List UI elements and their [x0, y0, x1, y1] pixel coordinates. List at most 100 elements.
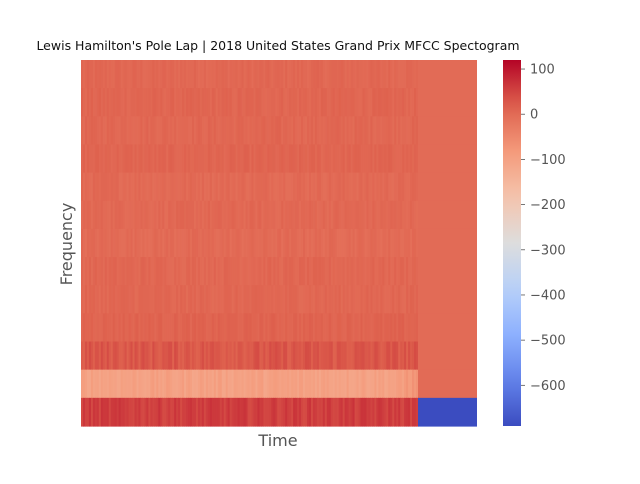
heatmap-cell — [406, 228, 409, 258]
heatmap-cell — [299, 313, 302, 343]
heatmap-cell — [372, 116, 375, 146]
heatmap-cell — [170, 144, 173, 174]
heatmap-cell — [253, 369, 257, 399]
heatmap-cell — [229, 60, 233, 89]
heatmap-cell — [414, 341, 417, 371]
heatmap-cell — [160, 200, 163, 230]
heatmap-cell — [283, 341, 286, 371]
heatmap-cell — [346, 257, 350, 286]
heatmap-cell — [82, 200, 86, 230]
heatmap-cell — [128, 257, 132, 286]
heatmap-cell — [90, 285, 94, 314]
heatmap-cell — [376, 341, 379, 371]
heatmap-cell — [150, 285, 153, 314]
heatmap-cell — [136, 313, 140, 343]
heatmap-cell — [382, 313, 385, 343]
heatmap-cell — [229, 88, 233, 117]
heatmap-cell — [303, 397, 306, 427]
heatmap-cell — [110, 257, 114, 286]
heatmap-cell — [255, 285, 259, 314]
heatmap-cell — [281, 257, 284, 286]
heatmap-cell — [267, 116, 270, 146]
heatmap-cell — [211, 313, 215, 343]
heatmap-cell — [352, 369, 356, 399]
heatmap-cell — [108, 257, 112, 286]
heatmap-cell — [402, 369, 405, 399]
heatmap-cell — [134, 60, 138, 89]
heatmap-cell — [108, 285, 112, 314]
heatmap-cell — [354, 60, 358, 89]
heatmap-cell — [356, 369, 360, 399]
heatmap-cell — [174, 341, 177, 371]
heatmap-cell — [372, 200, 375, 230]
heatmap-cell — [257, 88, 261, 117]
heatmap-cell — [384, 341, 387, 371]
heatmap-cell — [291, 313, 294, 343]
heatmap-cell — [154, 144, 157, 174]
heatmap-cell — [104, 369, 108, 399]
heatmap-cell — [158, 60, 161, 89]
heatmap-cell — [306, 313, 310, 343]
heatmap-cell — [301, 88, 304, 117]
heatmap-cell — [305, 397, 308, 427]
heatmap-cell — [213, 144, 217, 174]
heatmap-cell — [271, 144, 274, 174]
heatmap-cell — [306, 397, 310, 427]
heatmap-cell — [366, 285, 370, 314]
heatmap-cell — [162, 228, 165, 258]
colorbar — [503, 60, 521, 426]
heatmap-cell — [227, 369, 231, 399]
heatmap-cell — [176, 397, 179, 427]
heatmap-cell — [136, 88, 140, 117]
heatmap-cell — [205, 397, 209, 427]
heatmap-cell — [132, 144, 136, 174]
heatmap-cell — [108, 116, 112, 146]
heatmap-cell — [344, 116, 348, 146]
heatmap-cell — [410, 200, 413, 230]
heatmap-cell — [312, 172, 316, 202]
heatmap-cell — [100, 200, 104, 230]
heatmap-cell — [164, 285, 167, 314]
heatmap-cell — [215, 172, 219, 202]
heatmap-cell — [245, 228, 249, 258]
y-axis-label: Frequency — [57, 203, 76, 286]
heatmap-cell — [162, 116, 165, 146]
heatmap-cell — [106, 257, 110, 286]
heatmap-cell — [267, 285, 270, 314]
heatmap-cell — [96, 397, 100, 427]
heatmap-cell — [297, 172, 300, 202]
heatmap-cell — [166, 116, 169, 146]
heatmap-cell — [154, 88, 157, 117]
heatmap-cell — [217, 60, 221, 89]
heatmap-cell — [297, 397, 300, 427]
heatmap-cell — [120, 397, 124, 427]
heatmap-cell — [86, 88, 90, 117]
heatmap-cell — [344, 144, 348, 174]
heatmap-cell — [219, 200, 223, 230]
heatmap-cell — [174, 88, 177, 117]
heatmap-cell — [267, 144, 270, 174]
heatmap-cell — [98, 341, 102, 371]
heatmap-cell — [330, 144, 334, 174]
heatmap-cell — [120, 257, 124, 286]
heatmap-cell — [160, 341, 163, 371]
heatmap-cell — [376, 88, 379, 117]
heatmap-cell — [166, 144, 169, 174]
heatmap-cell — [265, 313, 268, 343]
heatmap-cell — [81, 116, 84, 146]
heatmap-cell — [241, 116, 245, 146]
heatmap-cell — [94, 144, 98, 174]
heatmap-cell — [316, 116, 320, 146]
heatmap-cell — [336, 313, 340, 343]
heatmap-cell — [400, 228, 403, 258]
heatmap-cell — [152, 116, 155, 146]
heatmap-cell — [368, 116, 372, 146]
heatmap-cell — [158, 144, 161, 174]
heatmap-cell — [124, 257, 128, 286]
heatmap-cell — [394, 228, 397, 258]
heatmap-cell — [374, 397, 377, 427]
heatmap-cell — [188, 397, 191, 427]
heatmap-cell — [124, 313, 128, 343]
heatmap-cell — [412, 341, 415, 371]
heatmap-cell — [231, 369, 235, 399]
